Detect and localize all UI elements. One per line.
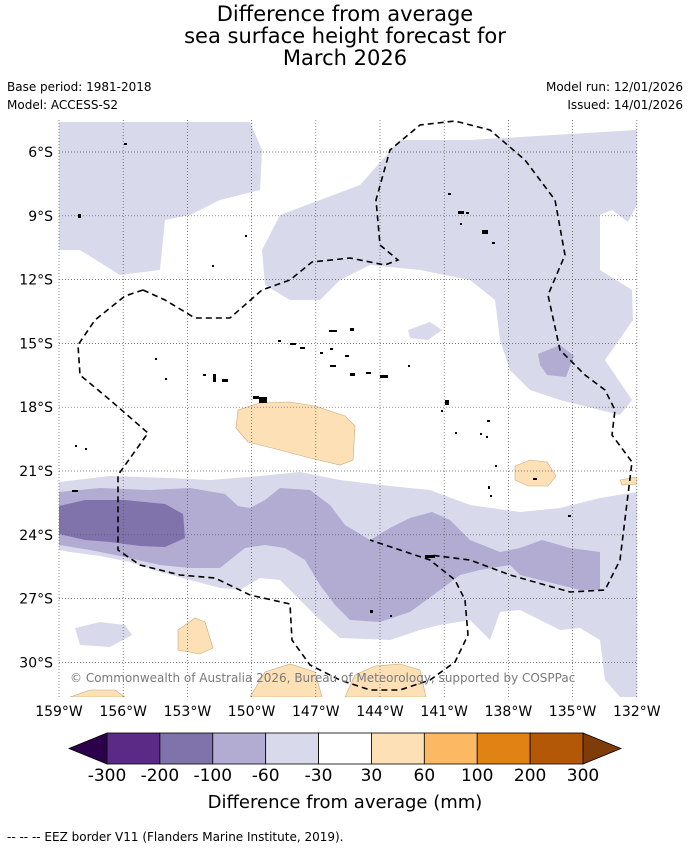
colorbar-segment-7 [476, 732, 531, 765]
colorbar-over-arrow [582, 732, 623, 765]
colorbar-tick-label: 100 [460, 766, 494, 786]
colorbar [67, 732, 623, 765]
contour-light-north-east [262, 130, 637, 415]
lat-label: 15°S [19, 336, 53, 352]
contour-light-blob-28s [75, 622, 132, 647]
contour-warm-central [235, 401, 356, 466]
contour-medium-south [59, 488, 600, 622]
eez-border-cook-islands [77, 289, 469, 691]
eez-borders [77, 120, 633, 691]
lon-label: 138°W [485, 704, 533, 720]
colorbar-tick-label: 200 [513, 766, 547, 786]
contour-light-small-15s [408, 322, 442, 340]
islands [72, 143, 571, 617]
lon-label: 150°W [228, 704, 276, 720]
lon-label: 147°W [292, 704, 340, 720]
colorbar-tick-label: -100 [193, 766, 233, 786]
colorbar-tick-label: -200 [140, 766, 180, 786]
colorbar-segment-2 [212, 732, 267, 765]
issued-date: Issued: 14/01/2026 [567, 98, 683, 112]
colorbar-tick-label: 300 [566, 766, 600, 786]
base-period: Base period: 1981-2018 [7, 80, 152, 94]
colorbar-title: Difference from average (mm) [207, 792, 483, 813]
model-name: Model: ACCESS-S2 [7, 98, 119, 112]
lat-label: 27°S [19, 592, 53, 608]
contour-warm-bottom-middle [249, 663, 323, 697]
eez-border-north [142, 120, 633, 593]
lat-label: 12°S [19, 273, 53, 289]
colorbar-tick-label: -300 [87, 766, 127, 786]
chart-title: Difference from average sea surface heig… [0, 3, 690, 69]
model-run: Model run: 12/01/2026 [545, 80, 683, 94]
colorbar-tick-label: -60 [251, 766, 280, 786]
contour-warm-east-edge [619, 476, 637, 486]
contour-layer [59, 122, 637, 697]
contour-warm-bottom-left [69, 689, 126, 697]
colorbar-under-arrow [67, 732, 108, 765]
colorbar-segment-0 [106, 732, 161, 765]
lon-label: 141°W [420, 704, 468, 720]
lon-label: 132°W [613, 704, 661, 720]
contour-warm-east [514, 459, 557, 487]
colorbar-segment-4 [318, 732, 372, 765]
copyright-text: © Commonwealth of Australia 2026, Bureau… [70, 671, 575, 685]
lat-label: 30°S [19, 655, 53, 671]
lat-label: 24°S [19, 528, 53, 544]
colorbar-tick-label: 30 [360, 766, 383, 786]
title-line-2: sea surface height forecast for [184, 24, 506, 48]
gridlines [58, 120, 638, 697]
lon-label: 153°W [164, 704, 212, 720]
lat-label: 9°S [28, 209, 53, 225]
eez-legend-note: -- -- -- EEZ border V11 (Flanders Marine… [7, 830, 344, 844]
colorbar-tick-label: -30 [304, 766, 333, 786]
latitude-labels: 6°S 9°S 12°S 15°S 18°S 21°S 24°S 27°S 30°S [19, 145, 53, 671]
contour-medium-north [538, 345, 574, 377]
contour-dark-south-west [59, 500, 185, 547]
meta-right: Model run: 12/01/2026 Issued: 14/01/2026 [546, 78, 683, 114]
meta-left: Base period: 1981-2018 Model: ACCESS-S2 [7, 78, 152, 114]
contour-light-north-west [59, 122, 262, 275]
lat-label: 21°S [19, 464, 53, 480]
colorbar-segment-1 [159, 732, 214, 765]
colorbar-segment-6 [423, 732, 478, 765]
colorbar-tick-label: 60 [413, 766, 436, 786]
lon-label: 144°W [356, 704, 404, 720]
colorbar-segment-8 [529, 732, 584, 765]
longitude-labels: 159°W 156°W 153°W 150°W 147°W 144°W 141°W 138°W… [35, 704, 661, 720]
lat-label: 6°S [28, 145, 53, 161]
colorbar-segment-3 [265, 732, 319, 765]
title-line-3: March 2026 [282, 46, 408, 70]
title-line-1: Difference from average [216, 2, 474, 26]
lon-label: 159°W [35, 704, 83, 720]
colorbar-segment-5 [371, 732, 425, 765]
lon-label: 156°W [99, 704, 147, 720]
contour-warm-28s [177, 617, 214, 655]
lat-label: 18°S [19, 400, 53, 416]
lon-label: 135°W [549, 704, 597, 720]
